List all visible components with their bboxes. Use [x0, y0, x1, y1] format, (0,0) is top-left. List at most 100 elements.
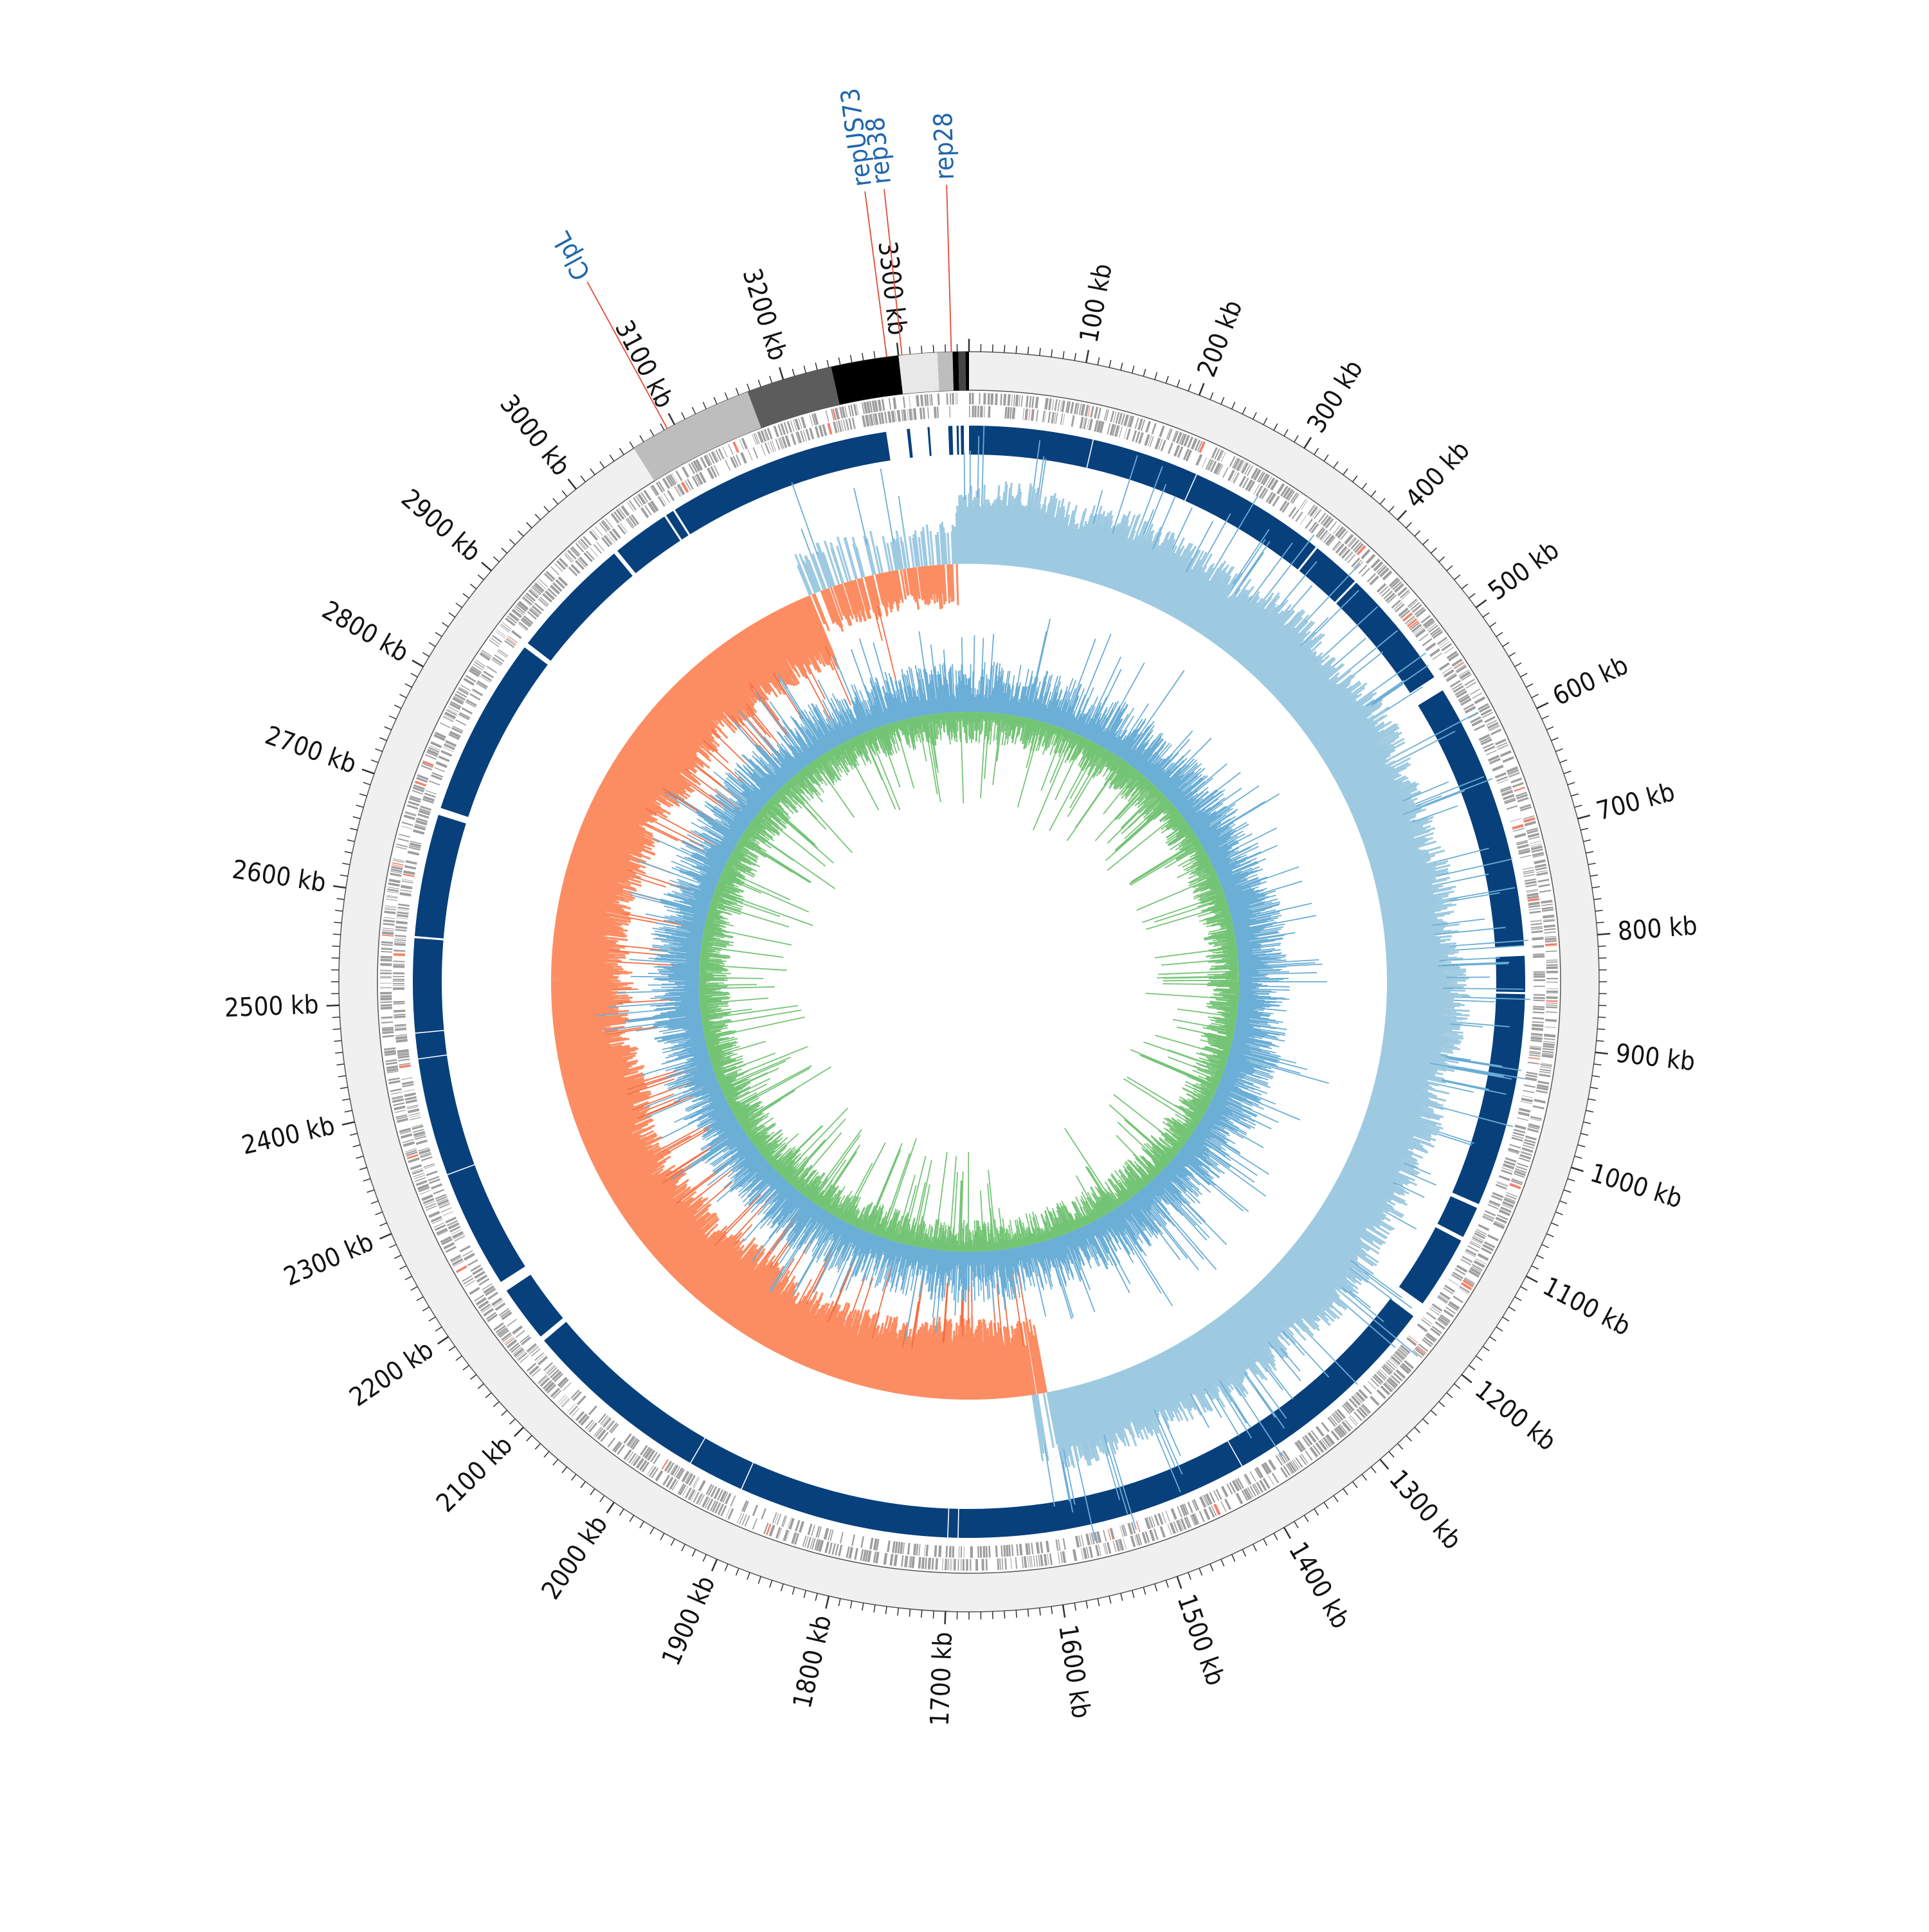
minor-tick — [1362, 483, 1366, 489]
minor-tick — [1571, 794, 1578, 797]
minor-tick — [851, 355, 852, 363]
minor-tick — [553, 498, 558, 504]
tick-label: 2500 kb — [224, 990, 319, 1023]
tick-label: 2300 kb — [280, 1227, 378, 1292]
minor-tick — [862, 353, 864, 361]
minor-tick — [804, 1591, 806, 1598]
minor-tick — [1294, 1521, 1298, 1528]
minor-tick — [527, 1436, 532, 1441]
minor-tick — [1586, 1110, 1593, 1112]
minor-tick — [1551, 737, 1558, 741]
minor-tick — [1594, 1064, 1602, 1065]
minor-tick — [1551, 1223, 1558, 1226]
minor-tick — [562, 491, 567, 496]
core-block — [507, 1275, 563, 1337]
minor-tick — [1415, 531, 1420, 536]
minor-tick — [356, 1156, 364, 1158]
minor-tick — [493, 557, 499, 562]
minor-tick — [1578, 1145, 1586, 1147]
contig-segment-1 — [959, 352, 966, 390]
major-tick — [779, 367, 783, 379]
major-tick — [1537, 703, 1548, 709]
minor-tick — [933, 1611, 934, 1618]
minor-tick — [1580, 828, 1588, 830]
minor-tick — [1398, 1443, 1403, 1449]
minor-tick — [703, 1555, 706, 1562]
minor-tick — [1483, 613, 1489, 617]
tick-label: 200 kb — [1191, 296, 1248, 381]
minor-tick — [336, 1064, 344, 1065]
minor-tick — [1575, 1156, 1582, 1158]
minor-tick — [1016, 346, 1017, 354]
minor-tick — [376, 749, 383, 752]
tick-label: 2000 kb — [536, 1510, 614, 1605]
minor-tick — [1560, 760, 1567, 763]
minor-tick — [380, 1223, 387, 1226]
tick-label: 2100 kb — [431, 1431, 518, 1518]
minor-tick — [1353, 1481, 1357, 1488]
tick-label: 2400 kb — [239, 1111, 338, 1160]
minor-tick — [933, 345, 934, 353]
minor-tick — [1109, 360, 1111, 368]
minor-tick — [535, 1443, 540, 1449]
minor-tick — [747, 1573, 750, 1580]
major-tick — [412, 660, 423, 667]
minor-tick — [359, 794, 367, 797]
minor-tick — [411, 673, 418, 677]
minor-tick — [518, 531, 523, 536]
major-tick — [1398, 510, 1407, 520]
minor-tick — [770, 376, 772, 383]
minor-tick — [1496, 633, 1503, 637]
minor-tick — [640, 1521, 644, 1528]
minor-tick — [1503, 1317, 1509, 1321]
minor-tick — [1063, 351, 1064, 359]
minor-tick — [340, 1087, 348, 1088]
minor-tick — [1051, 1607, 1053, 1614]
core-block — [1087, 440, 1196, 500]
tick-label: 1400 kb — [1283, 1537, 1355, 1634]
minor-tick — [660, 1533, 664, 1540]
minor-tick — [1546, 727, 1553, 730]
core-block-island — [948, 426, 954, 455]
core-block — [1496, 956, 1525, 993]
minor-tick — [376, 1212, 383, 1214]
minor-tick — [620, 448, 624, 455]
minor-tick — [1210, 1564, 1213, 1571]
minor-tick — [1537, 1255, 1544, 1258]
minor-tick — [693, 1549, 696, 1557]
label-pointer-rep28 — [946, 185, 951, 352]
minor-tick — [714, 397, 717, 404]
minor-tick — [1560, 1201, 1567, 1204]
minor-tick — [1121, 1593, 1123, 1601]
minor-tick — [1109, 1596, 1111, 1603]
minor-tick — [693, 407, 696, 414]
minor-tick — [1568, 1178, 1575, 1181]
minor-tick — [1423, 539, 1429, 545]
minor-tick — [347, 840, 355, 842]
minor-tick — [1515, 1297, 1521, 1301]
core-block — [1399, 1227, 1462, 1304]
minor-tick — [333, 934, 341, 935]
minor-tick — [1343, 469, 1348, 475]
minor-tick — [363, 1178, 370, 1181]
minor-tick — [781, 1584, 784, 1591]
minor-tick — [1580, 1133, 1588, 1135]
major-tick — [607, 1503, 614, 1513]
minor-tick — [422, 653, 429, 656]
minor-tick — [485, 1393, 491, 1398]
major-tick — [1284, 1528, 1291, 1539]
tick-label: 3000 kb — [494, 390, 575, 482]
minor-tick — [1447, 566, 1453, 571]
minor-tick — [1004, 345, 1005, 353]
minor-tick — [1431, 548, 1436, 553]
minor-tick — [921, 346, 922, 354]
minor-tick — [650, 1528, 654, 1534]
tick-label: 1700 kb — [925, 1631, 958, 1726]
minor-tick — [1155, 1584, 1157, 1591]
minor-tick — [1132, 366, 1134, 374]
gc-content-below — [699, 712, 1239, 1252]
minor-tick — [1371, 1467, 1376, 1473]
